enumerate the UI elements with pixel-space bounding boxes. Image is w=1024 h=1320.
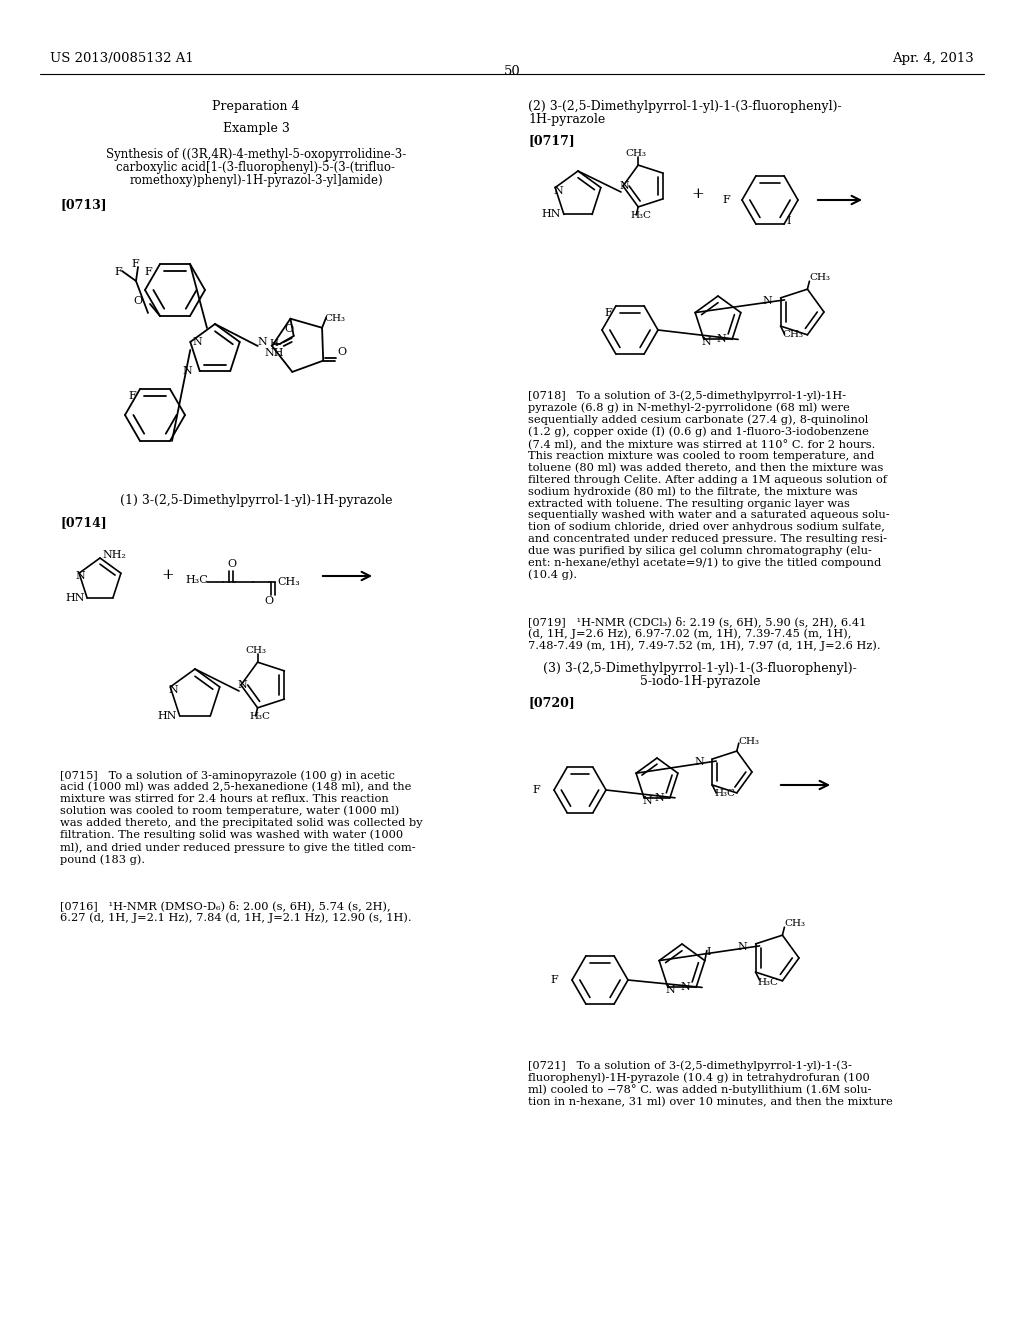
Text: O: O: [337, 347, 346, 356]
Text: F: F: [550, 975, 558, 985]
Text: Example 3: Example 3: [222, 121, 290, 135]
Text: N: N: [738, 942, 748, 952]
Text: [0715]   To a solution of 3-aminopyrazole (100 g) in acetic
acid (1000 ml) was a: [0715] To a solution of 3-aminopyrazole …: [60, 770, 423, 865]
Text: [0714]: [0714]: [60, 516, 106, 529]
Text: F: F: [532, 785, 540, 795]
Text: NH: NH: [264, 348, 284, 358]
Text: [0713]: [0713]: [60, 198, 106, 211]
Text: H₃C: H₃C: [630, 211, 651, 220]
Text: 1H-pyrazole: 1H-pyrazole: [528, 114, 605, 125]
Text: N: N: [553, 186, 563, 195]
Text: +: +: [162, 568, 174, 582]
Text: [0718]   To a solution of 3-(2,5-dimethylpyrrol-1-yl)-1H-
pyrazole (6.8 g) in N-: [0718] To a solution of 3-(2,5-dimethylp…: [528, 389, 890, 581]
Text: CH₃: CH₃: [626, 149, 647, 158]
Text: HN: HN: [158, 711, 177, 721]
Text: CH₃: CH₃: [782, 330, 804, 339]
Text: +: +: [691, 187, 705, 201]
Text: CH₃: CH₃: [278, 577, 300, 587]
Text: H₃C: H₃C: [250, 711, 270, 721]
Text: Preparation 4: Preparation 4: [212, 100, 300, 114]
Text: CH₃: CH₃: [245, 647, 266, 655]
Text: I: I: [786, 216, 791, 226]
Text: H₃C: H₃C: [758, 978, 778, 987]
Text: Apr. 4, 2013: Apr. 4, 2013: [892, 51, 974, 65]
Text: O: O: [227, 558, 237, 569]
Text: romethoxy)phenyl)-1H-pyrazol-3-yl]amide): romethoxy)phenyl)-1H-pyrazol-3-yl]amide): [129, 174, 383, 187]
Text: N: N: [642, 796, 652, 805]
Text: F: F: [722, 195, 730, 205]
Text: [0717]: [0717]: [528, 135, 574, 147]
Text: N: N: [237, 680, 247, 690]
Text: O: O: [133, 296, 142, 306]
Text: O: O: [264, 597, 273, 606]
Text: 5-iodo-1H-pyrazole: 5-iodo-1H-pyrazole: [640, 675, 760, 688]
Text: N: N: [258, 337, 267, 347]
Text: CH₃: CH₃: [809, 273, 830, 282]
Text: N: N: [654, 793, 664, 803]
Text: H₃C: H₃C: [714, 789, 735, 797]
Text: F: F: [128, 391, 136, 401]
Text: N: N: [717, 334, 726, 345]
Text: 50: 50: [504, 65, 520, 78]
Text: H₃C: H₃C: [185, 576, 208, 585]
Text: NH₂: NH₂: [102, 550, 126, 560]
Text: N: N: [694, 758, 705, 767]
Text: [0720]: [0720]: [528, 696, 574, 709]
Text: N: N: [618, 181, 629, 191]
Text: CH₃: CH₃: [784, 919, 806, 928]
Text: N: N: [168, 685, 178, 694]
Text: F: F: [131, 259, 138, 269]
Text: N: N: [183, 366, 193, 376]
Text: N: N: [193, 337, 202, 347]
Text: [0716]   ¹H-NMR (DMSO-D₆) δ: 2.00 (s, 6H), 5.74 (s, 2H),
6.27 (d, 1H, J=2.1 Hz),: [0716] ¹H-NMR (DMSO-D₆) δ: 2.00 (s, 6H),…: [60, 900, 412, 923]
Text: CH₃: CH₃: [738, 737, 760, 746]
Text: H: H: [269, 339, 279, 348]
Text: carboxylic acid[1-(3-fluorophenyl)-5-(3-(trifluo-: carboxylic acid[1-(3-fluorophenyl)-5-(3-…: [117, 161, 395, 174]
Text: F: F: [144, 267, 152, 277]
Text: (3) 3-(2,5-Dimethylpyrrol-1-yl)-1-(3-fluorophenyl)-: (3) 3-(2,5-Dimethylpyrrol-1-yl)-1-(3-flu…: [543, 663, 857, 675]
Text: O: O: [285, 323, 294, 334]
Text: HN: HN: [66, 593, 85, 603]
Text: N: N: [763, 296, 772, 306]
Text: US 2013/0085132 A1: US 2013/0085132 A1: [50, 51, 194, 65]
Text: HN: HN: [542, 210, 561, 219]
Text: N: N: [666, 986, 676, 995]
Text: (2) 3-(2,5-Dimethylpyrrol-1-yl)-1-(3-fluorophenyl)-: (2) 3-(2,5-Dimethylpyrrol-1-yl)-1-(3-flu…: [528, 100, 842, 114]
Text: N: N: [701, 338, 712, 347]
Text: Synthesis of ((3R,4R)-4-methyl-5-oxopyrrolidine-3-: Synthesis of ((3R,4R)-4-methyl-5-oxopyrr…: [105, 148, 407, 161]
Text: N: N: [75, 572, 85, 581]
Text: (1) 3-(2,5-Dimethylpyrrol-1-yl)-1H-pyrazole: (1) 3-(2,5-Dimethylpyrrol-1-yl)-1H-pyraz…: [120, 494, 392, 507]
Text: F: F: [114, 267, 122, 277]
Text: N: N: [680, 982, 690, 993]
Text: [0719]   ¹H-NMR (CDCl₃) δ: 2.19 (s, 6H), 5.90 (s, 2H), 6.41
(d, 1H, J=2.6 Hz), 6: [0719] ¹H-NMR (CDCl₃) δ: 2.19 (s, 6H), 5…: [528, 616, 881, 651]
Text: [0721]   To a solution of 3-(2,5-dimethylpyrrol-1-yl)-1-(3-
fluorophenyl)-1H-pyr: [0721] To a solution of 3-(2,5-dimethylp…: [528, 1060, 893, 1107]
Text: F: F: [604, 308, 612, 318]
Text: I: I: [707, 946, 712, 957]
Text: CH₃: CH₃: [324, 314, 345, 323]
